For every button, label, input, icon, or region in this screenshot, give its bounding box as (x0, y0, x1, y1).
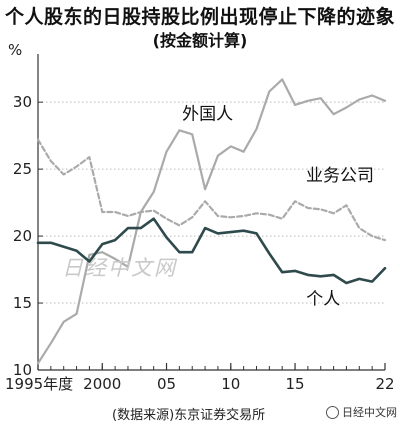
x-tick-label: 05 (157, 375, 176, 393)
chart-subtitle: (按金额计算) (152, 31, 248, 50)
x-tick-label: 1995年度 (5, 375, 73, 393)
series-line (36, 217, 387, 285)
chart-title: 个人股东的日股持股比例出现停止下降的迹象 (4, 6, 395, 28)
y-tick-label: 15 (13, 294, 32, 312)
x-tick-label: 2000 (83, 375, 121, 393)
wechat-icon (326, 405, 339, 419)
x-tick-label: 15 (285, 375, 304, 393)
watermark-badge: 日经中文网 (326, 404, 397, 420)
series-lines (36, 78, 387, 365)
grid-lines (38, 101, 385, 371)
x-tick-label: 22 (375, 375, 394, 393)
watermark-label: 日经中文网 (342, 406, 397, 419)
series-label: 业务公司 (306, 166, 374, 186)
series-label: 外国人 (182, 105, 233, 125)
y-tick-label: 25 (13, 160, 32, 178)
data-source: (数据来源)东京证券交易所 (112, 408, 266, 423)
series-label: 个人 (306, 289, 340, 309)
y-axis-unit: % (8, 41, 22, 59)
series-line (36, 138, 387, 242)
x-tick-label: 10 (221, 375, 240, 393)
axes: % 10 15 20 25 30 1995年度 2000 05 10 15 22 (5, 41, 395, 393)
y-tick-label: 20 (13, 227, 32, 245)
y-tick-label: 30 (13, 93, 32, 111)
y-tick-label: 10 (13, 361, 32, 379)
watermark-text: 日经中文网 (62, 256, 177, 280)
